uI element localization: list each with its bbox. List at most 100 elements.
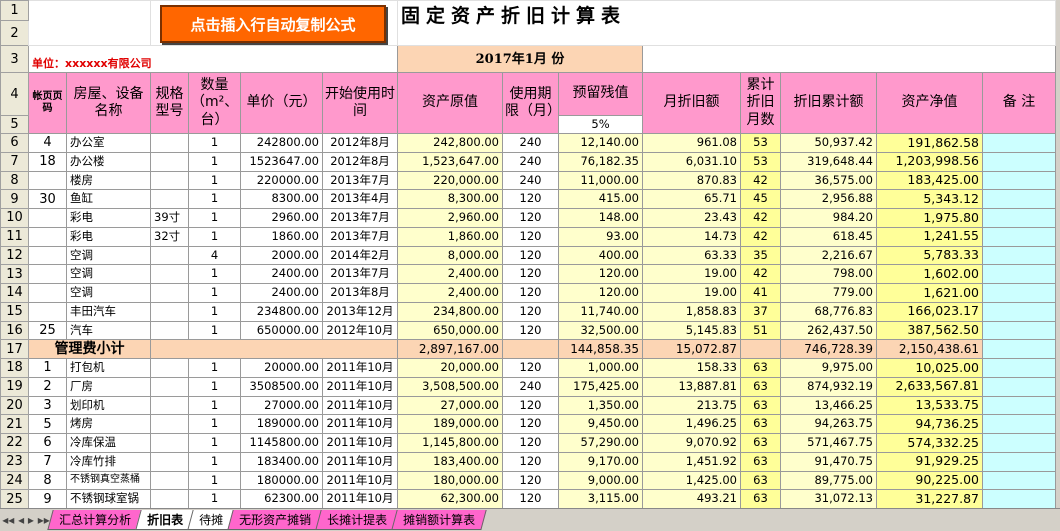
- cell: [150, 470, 189, 491]
- subtotal-label: 管理费小计: [28, 339, 151, 359]
- cell: 2011年10月: [322, 414, 398, 434]
- cell: [981, 489, 1057, 509]
- row: 22 6 冷库保温 1 1145800.00 2011年10月 1,145,800.00 12…: [0, 433, 1057, 453]
- cell: 63: [740, 414, 781, 434]
- cell: [981, 133, 1057, 153]
- row: 25 9 不锈钢球室锅 1 62300.00 2011年10月 62,300.00 120 3,…: [0, 489, 1057, 509]
- row-number: 25: [0, 489, 29, 509]
- cell: 12,140.00: [558, 133, 643, 153]
- cell: 2011年10月: [322, 470, 398, 491]
- row: 8 楼房 1 220000.00 2013年7月 220,000.00 240 11,000.…: [0, 170, 1057, 191]
- cell: 1: [188, 170, 241, 191]
- cell: 31,072.13: [780, 489, 877, 509]
- sheet-tab[interactable]: 汇总计算分析: [47, 510, 143, 530]
- cell: 2,960.00: [397, 208, 503, 228]
- cell: 120: [502, 320, 559, 341]
- cell: 94,263.75: [780, 414, 877, 434]
- sheet-tab[interactable]: 摊销额计算表: [391, 510, 487, 530]
- insert-row-button[interactable]: 点击插入行自动复制公式: [160, 5, 386, 43]
- cell: 234800.00: [240, 301, 323, 322]
- column-header: 帐页页码: [28, 72, 67, 134]
- cell: 10,025.00: [876, 358, 983, 378]
- cell: [150, 376, 189, 397]
- cell: 2014年2月: [322, 245, 398, 266]
- cell: 90,225.00: [876, 470, 983, 491]
- cell: 1: [188, 395, 241, 416]
- cell: [981, 208, 1057, 228]
- cell: 8,000.00: [397, 245, 503, 266]
- cell: 13,887.81: [642, 376, 741, 397]
- cell: 120: [502, 189, 559, 209]
- cell: 空调: [66, 283, 151, 303]
- cell: 63: [740, 470, 781, 491]
- cell: 1,203,998.56: [876, 151, 983, 172]
- month-header: 2017年1月 份: [397, 45, 643, 73]
- cell: [150, 320, 189, 341]
- column-header: 预留残值: [558, 72, 643, 116]
- cell: 262,437.50: [780, 320, 877, 341]
- cell: 2011年10月: [322, 376, 398, 397]
- cell: [981, 339, 1057, 359]
- sheet-tab[interactable]: 无形资产摊销: [227, 510, 323, 530]
- cell: 1: [188, 264, 241, 284]
- cell: 2: [28, 376, 67, 397]
- row: 16 25 汽车 1 650000.00 2012年10月 650,000.00 120 32,…: [0, 320, 1057, 341]
- row-number: 15: [0, 301, 29, 322]
- cell: 6: [28, 433, 67, 453]
- cell: 5,343.12: [876, 189, 983, 209]
- residual-rate: 5%: [558, 115, 643, 134]
- cell: 5: [28, 414, 67, 434]
- cell: [981, 245, 1057, 266]
- cell: 63: [740, 376, 781, 397]
- cell: 1: [188, 489, 241, 509]
- cell: 50,937.42: [780, 133, 877, 153]
- cell: 19.00: [642, 264, 741, 284]
- row: 7 18 办公楼 1 1523647.00 2012年8月 1,523,647.00 240 7…: [0, 151, 1057, 172]
- company-unit: 单位：xxxxxx有限公司: [28, 45, 398, 73]
- cell: 415.00: [558, 189, 643, 209]
- cell: [150, 414, 189, 434]
- cell: 120: [502, 358, 559, 378]
- tab-label: 长摊计提表: [327, 513, 388, 527]
- cell: 1,241.55: [876, 226, 983, 247]
- row: 6 4 办公室 1 242800.00 2012年8月 242,800.00 240 12,14…: [0, 133, 1057, 153]
- cell: 1: [28, 358, 67, 378]
- cell: 984.20: [780, 208, 877, 228]
- cell: 242,800.00: [397, 133, 503, 153]
- sheet-tab[interactable]: 长摊计提表: [315, 510, 399, 530]
- cell: 1: [188, 433, 241, 453]
- cell: 1,425.00: [642, 470, 741, 491]
- row-number: 17: [0, 339, 29, 359]
- cell: [641, 45, 1057, 73]
- column-header: 备 注: [981, 72, 1057, 134]
- cell: 120: [502, 414, 559, 434]
- cell: 彩电: [66, 226, 151, 247]
- cell: 120.00: [558, 264, 643, 284]
- cell: 1,000.00: [558, 358, 643, 378]
- cell: [150, 301, 189, 322]
- cell: 91,470.75: [780, 451, 877, 472]
- column-header: 资产原值: [397, 72, 503, 134]
- cell: [981, 226, 1057, 247]
- cell: 3: [28, 395, 67, 416]
- sheet-tab[interactable]: 折旧表: [135, 510, 195, 530]
- cell: 1,858.83: [642, 301, 741, 322]
- cell: 2011年10月: [322, 395, 398, 416]
- cell: 1: [188, 320, 241, 341]
- row-number: 7: [0, 151, 29, 172]
- cell: 9,000.00: [558, 470, 643, 491]
- cell: 2012年8月: [322, 133, 398, 153]
- cell: 42: [740, 226, 781, 247]
- row: 10 彩电 39寸 1 2960.00 2013年7月 2,960.00 120 148.00 2…: [0, 208, 1057, 228]
- row-number: 18: [0, 358, 29, 378]
- cell: 650000.00: [240, 320, 323, 341]
- cell: 汽车: [66, 320, 151, 341]
- cell: [981, 320, 1057, 341]
- cell: 5,783.33: [876, 245, 983, 266]
- cell: 42: [740, 264, 781, 284]
- sheet-grid: 1 固定资产折旧计算表 2 3 单位：xxxxxx有限公司 2017年1月 份 4 帐页页码房…: [0, 0, 1057, 509]
- cell: 2012年10月: [322, 320, 398, 341]
- cell: 27000.00: [240, 395, 323, 416]
- tab-nav[interactable]: ◂◂ ◂ ▸ ▸▸: [2, 513, 50, 527]
